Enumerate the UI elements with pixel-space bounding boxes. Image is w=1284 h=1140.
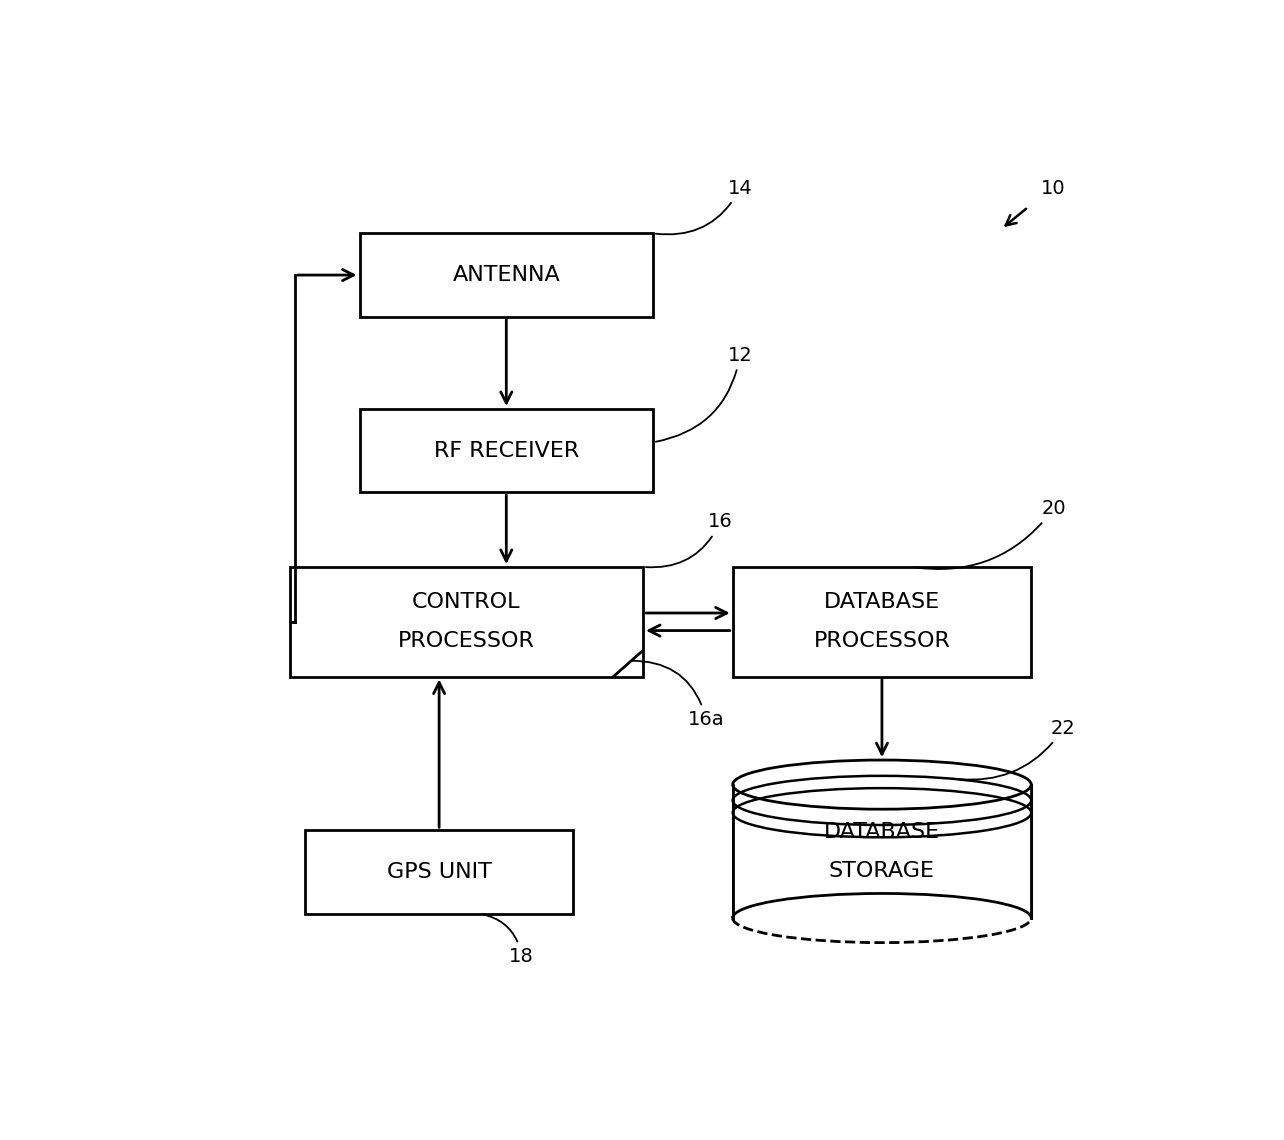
Text: 20: 20 [914, 499, 1066, 569]
Bar [733, 567, 1031, 677]
Text: PROCESSOR: PROCESSOR [814, 632, 950, 651]
Bar [360, 409, 654, 492]
Text: 14: 14 [656, 179, 752, 235]
Bar [304, 830, 574, 913]
Bar [290, 567, 643, 677]
Text: 12: 12 [656, 345, 752, 442]
Bar [733, 784, 1031, 918]
Text: CONTROL: CONTROL [412, 593, 521, 612]
Bar [360, 234, 654, 317]
Text: 16a: 16a [630, 661, 724, 728]
Text: ANTENNA: ANTENNA [452, 266, 560, 285]
Text: 10: 10 [1041, 179, 1066, 198]
Text: DATABASE: DATABASE [824, 593, 940, 612]
Ellipse shape [733, 760, 1031, 809]
Text: STORAGE: STORAGE [829, 861, 935, 880]
Text: DATABASE: DATABASE [824, 822, 940, 842]
Text: PROCESSOR: PROCESSOR [398, 632, 535, 651]
Text: GPS UNIT: GPS UNIT [386, 862, 492, 882]
Text: 16: 16 [646, 512, 733, 568]
Text: 18: 18 [483, 914, 534, 966]
Text: RF RECEIVER: RF RECEIVER [434, 441, 579, 461]
Text: 22: 22 [959, 718, 1076, 780]
